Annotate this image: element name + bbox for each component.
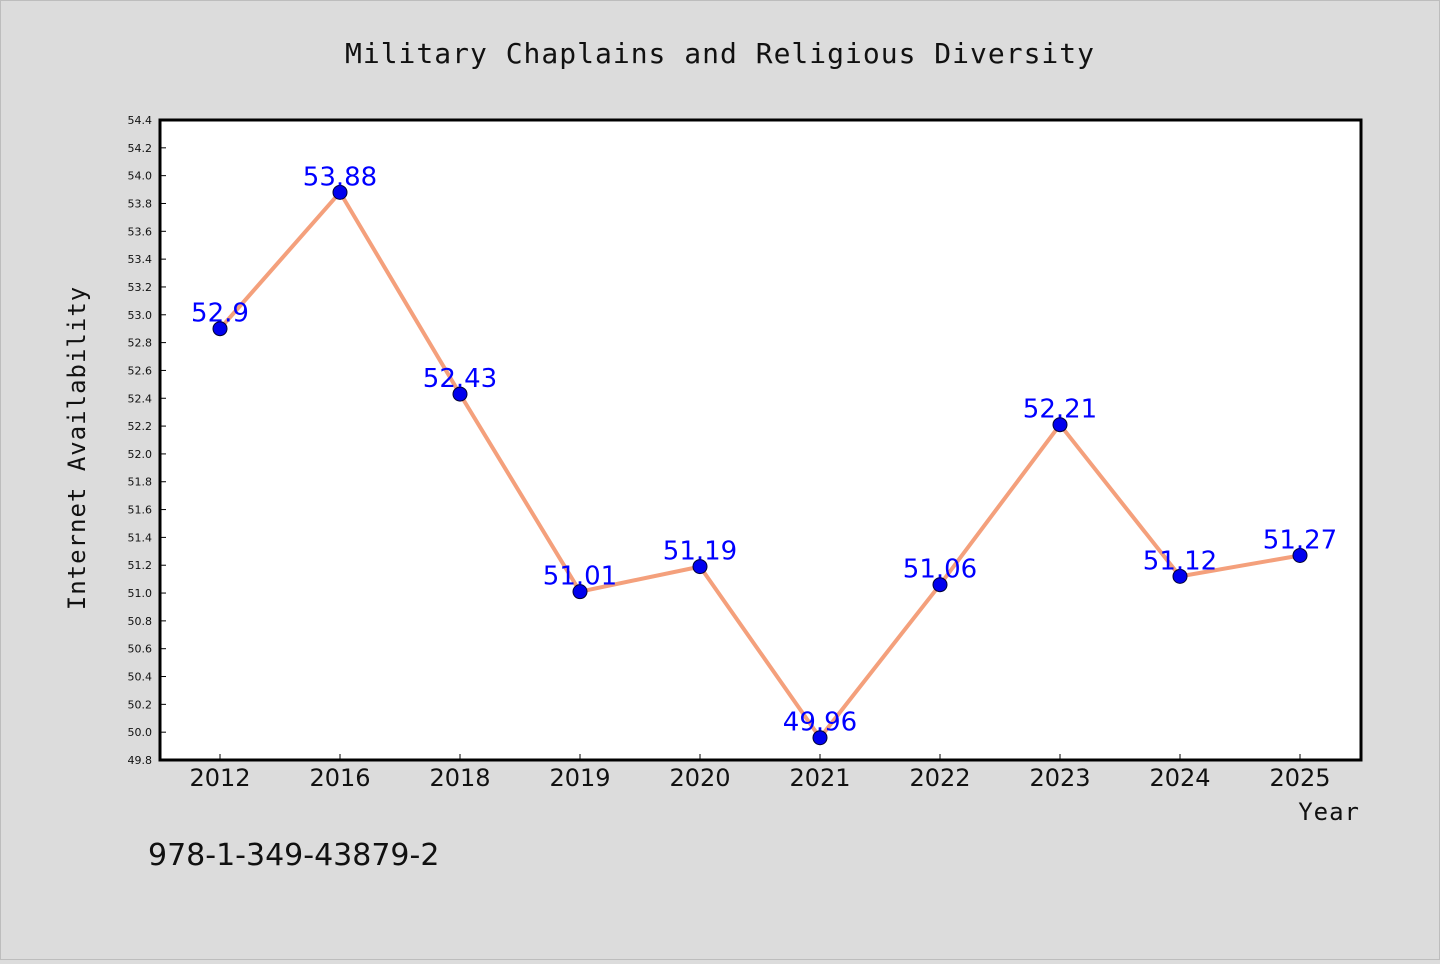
- x-tick-label: 2022: [909, 764, 970, 792]
- y-tick-label: 51.8: [128, 476, 153, 489]
- y-tick-label: 53.2: [128, 281, 153, 294]
- data-label: 51.27: [1263, 525, 1337, 555]
- y-tick-label: 49.8: [128, 754, 153, 767]
- y-tick-label: 53.6: [128, 225, 153, 238]
- data-label: 51.12: [1143, 546, 1217, 576]
- x-tick-label: 2019: [549, 764, 610, 792]
- data-label: 49.96: [783, 708, 857, 738]
- y-tick-label: 50.8: [128, 615, 153, 628]
- x-tick-label: 2024: [1149, 764, 1210, 792]
- y-axis-label: Internet Availability: [63, 286, 91, 610]
- y-tick-label: 50.4: [128, 671, 153, 684]
- y-tick-label: 52.6: [128, 364, 153, 377]
- y-tick-label: 51.4: [128, 531, 153, 544]
- x-axis-label: Year: [1298, 798, 1360, 826]
- x-tick-label: 2018: [429, 764, 490, 792]
- x-tick-label: 2023: [1029, 764, 1090, 792]
- y-tick-label: 50.0: [128, 726, 153, 739]
- x-tick-label: 2020: [669, 764, 730, 792]
- x-tick-label: 2012: [189, 764, 250, 792]
- chart-title: Military Chaplains and Religious Diversi…: [345, 37, 1095, 70]
- data-point: [572, 584, 588, 600]
- y-tick-label: 51.6: [128, 504, 153, 517]
- plot-frame: [158, 118, 1363, 762]
- y-tick-label: 52.0: [128, 448, 153, 461]
- data-point: [212, 321, 228, 337]
- data-point: [1052, 417, 1068, 433]
- x-axis: 2012 2016 2018 2019 2020 2021 2022 2023 2024 2025: [189, 754, 1331, 792]
- y-tick-label: 50.6: [128, 643, 153, 656]
- y-tick-label: 54.4: [128, 114, 153, 127]
- data-label: 51.19: [663, 537, 737, 567]
- y-axis: 49.8 50.0 50.2 50.4 50.6 50.8 51.0 51.2 51.4 51.6…: [128, 114, 166, 767]
- y-tick-label: 54.2: [128, 142, 153, 155]
- series-line: [218, 190, 1302, 740]
- series-layer: [212, 184, 1308, 746]
- data-label: 52.21: [1023, 395, 1097, 425]
- isbn-text: 978-1-349-43879-2: [148, 838, 439, 873]
- data-point: [332, 184, 348, 200]
- data-point: [452, 386, 468, 402]
- data-label: 53.88: [303, 162, 377, 192]
- data-point: [1292, 547, 1308, 563]
- y-tick-label: 51.2: [128, 559, 153, 572]
- data-point: [1172, 568, 1188, 584]
- data-labels: 52.9 53.88 52.43 51.01 51.19 49.96 51.06 52.21 5…: [191, 162, 1337, 737]
- data-label: 52.43: [423, 364, 497, 394]
- plot-area: [160, 120, 1361, 760]
- data-label: 52.9: [191, 299, 249, 329]
- x-tick-label: 2025: [1269, 764, 1330, 792]
- y-tick-label: 50.2: [128, 698, 153, 711]
- y-tick-label: 53.0: [128, 309, 153, 322]
- y-tick-label: 54.0: [128, 170, 153, 183]
- y-tick-label: 53.8: [128, 197, 153, 210]
- data-label: 51.06: [903, 555, 977, 585]
- y-tick-label: 52.4: [128, 392, 153, 405]
- data-point: [692, 559, 708, 575]
- y-tick-label: 51.0: [128, 587, 153, 600]
- y-tick-label: 52.8: [128, 337, 153, 350]
- data-point: [812, 730, 828, 746]
- x-tick-label: 2021: [789, 764, 850, 792]
- data-label: 51.01: [543, 562, 617, 592]
- y-tick-label: 52.2: [128, 420, 153, 433]
- y-tick-label: 53.4: [128, 253, 153, 266]
- data-point: [932, 577, 948, 593]
- x-tick-label: 2016: [309, 764, 370, 792]
